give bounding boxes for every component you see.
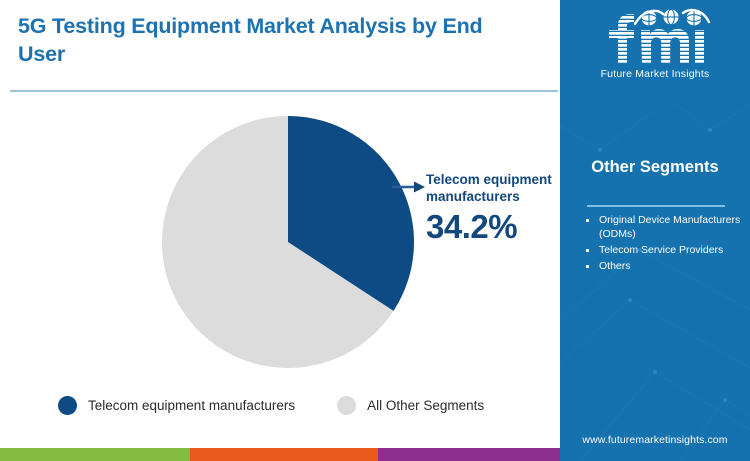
page-title: 5G Testing Equipment Market Analysis by … bbox=[18, 14, 483, 67]
pie-chart-svg bbox=[162, 116, 414, 368]
main-content-area: 5G Testing Equipment Market Analysis by … bbox=[10, 14, 560, 415]
legend-item-all-other-segments: All Other Segments bbox=[337, 396, 484, 415]
fmi-logo-icon bbox=[609, 8, 711, 64]
list-item: Original Device Manufacturers (ODMs) bbox=[584, 214, 748, 242]
brand-side-panel: Future Market Insights Other Segments Or… bbox=[560, 0, 750, 461]
title-divider bbox=[10, 90, 558, 92]
accent-bar-green bbox=[0, 448, 190, 461]
other-segments-divider bbox=[587, 205, 725, 207]
site-url-link[interactable]: www.futuremarketinsights.com bbox=[582, 434, 728, 446]
panel-texture-decoration bbox=[560, 99, 750, 461]
arrow-right-icon bbox=[392, 181, 425, 193]
list-item: Telecom Service Providers bbox=[584, 244, 748, 258]
callout-label: Telecom equipment manufacturers bbox=[426, 172, 552, 204]
chart-callout: Telecom equipment manufacturers 34.2% bbox=[392, 172, 560, 262]
other-segments-list: Original Device Manufacturers (ODMs) Tel… bbox=[584, 214, 748, 275]
pie-slice-telecom-equipment-manufacturers bbox=[288, 116, 414, 311]
accent-bar-purple bbox=[378, 448, 560, 461]
brand-tagline: Future Market Insights bbox=[600, 68, 710, 80]
legend-swatch-icon bbox=[58, 396, 77, 415]
accent-bar-orange bbox=[190, 448, 378, 461]
legend-label: All Other Segments bbox=[367, 398, 485, 413]
callout-value: 34.2% bbox=[426, 208, 518, 245]
legend-swatch-icon bbox=[337, 396, 357, 415]
other-segments-title: Other Segments bbox=[591, 158, 719, 176]
brand-logo: Future Market Insights bbox=[560, 8, 750, 80]
legend-item-telecom-equipment-manufacturers: Telecom equipment manufacturers bbox=[58, 396, 295, 415]
pie-chart bbox=[162, 116, 414, 368]
chart-legend: Telecom equipment manufacturers All Othe… bbox=[58, 396, 484, 415]
pie-slice-all-other-segments bbox=[162, 116, 394, 368]
legend-label: Telecom equipment manufacturers bbox=[88, 398, 296, 413]
list-item: Others bbox=[584, 260, 748, 274]
